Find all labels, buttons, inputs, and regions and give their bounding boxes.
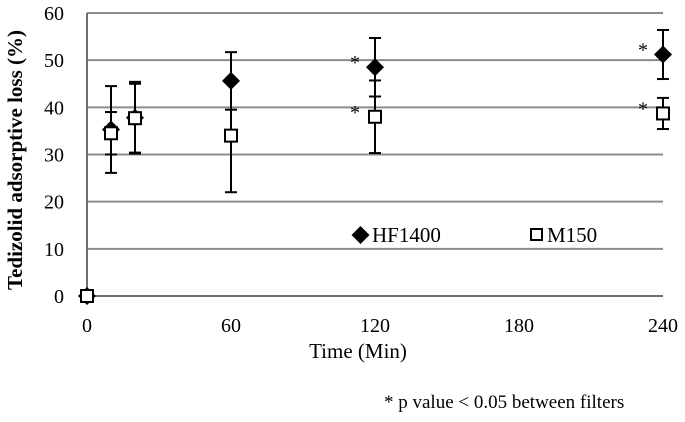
- x-tick-label: 120: [360, 315, 390, 337]
- x-axis-title: Time (Min): [309, 339, 407, 363]
- y-tick-label: 20: [44, 192, 64, 214]
- x-tick-label: 60: [221, 315, 241, 337]
- y-axis-title: Tedizolid adsorptive loss (%): [3, 30, 27, 290]
- point-m150: [80, 289, 94, 303]
- x-tick-label: 180: [504, 315, 534, 337]
- y-tick-label: 60: [44, 3, 64, 25]
- legend-label-hf1400: HF1400: [372, 223, 441, 247]
- point-hf1400: [222, 71, 240, 90]
- tick-labels: 0 10 20 30 40 50 60 0 60 120 180 240: [44, 3, 678, 337]
- point-m150: [128, 111, 142, 126]
- y-tick-label: 50: [44, 50, 64, 72]
- y-tick-label: 0: [54, 286, 64, 308]
- footnote: * p value < 0.05 between filters: [384, 392, 625, 413]
- axes: [86, 13, 663, 297]
- significance-asterisk: *: [638, 98, 648, 120]
- legend-marker-hf1400: [351, 226, 370, 244]
- data-marks: [78, 28, 672, 305]
- significance-annotations: * * * *: [350, 40, 648, 124]
- y-tick-label: 30: [44, 145, 64, 167]
- scatter-chart: 0 10 20 30 40 50 60 0 60 120 180 240 * * * * HF1400 M1…: [3, 3, 678, 363]
- legend: HF1400 M150: [351, 223, 597, 247]
- y-tick-label: 10: [44, 239, 64, 261]
- legend-marker-m150: [530, 228, 543, 241]
- x-tick-label: 0: [82, 315, 92, 337]
- significance-asterisk: *: [350, 52, 360, 74]
- point-hf1400: [654, 45, 672, 64]
- significance-asterisk: *: [638, 40, 648, 62]
- significance-asterisk: *: [350, 102, 360, 124]
- point-m150: [656, 106, 670, 121]
- point-m150: [104, 126, 118, 141]
- point-m150: [224, 128, 238, 143]
- y-tick-label: 40: [44, 97, 64, 119]
- point-hf1400: [366, 58, 384, 77]
- x-tick-label: 240: [648, 315, 678, 337]
- point-m150: [368, 109, 382, 124]
- legend-label-m150: M150: [547, 223, 597, 247]
